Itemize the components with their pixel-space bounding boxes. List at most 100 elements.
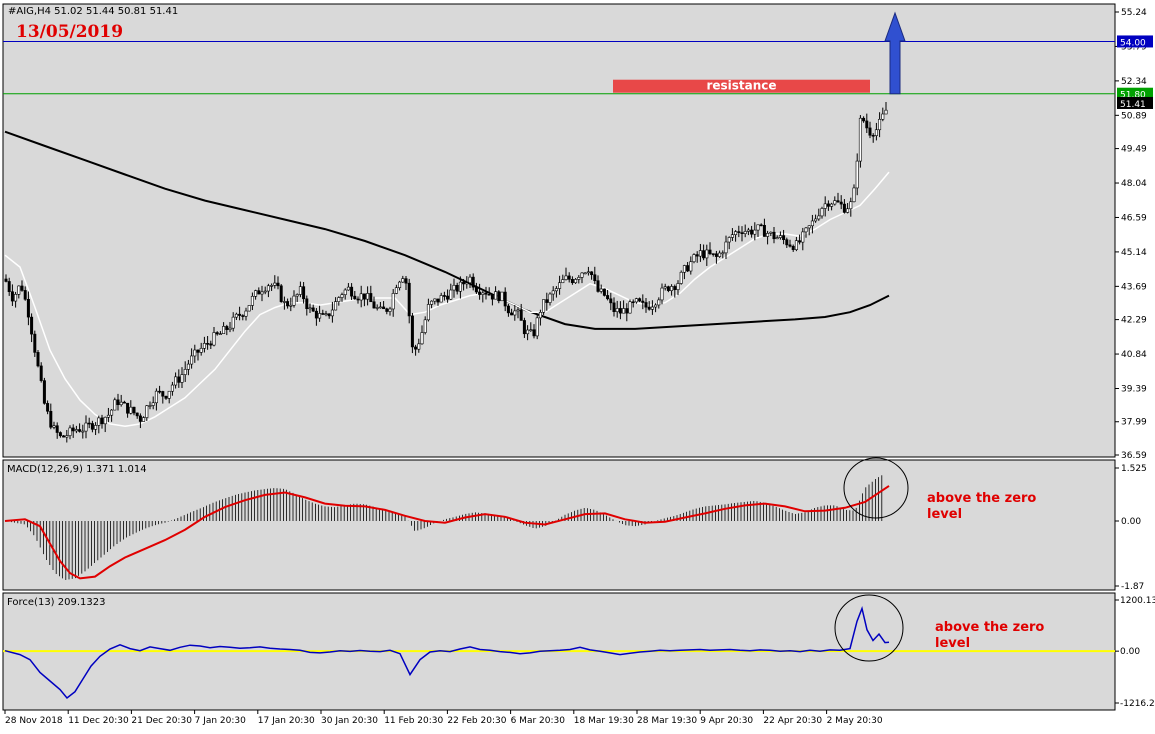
candle-body: [810, 220, 814, 227]
candle-body: [23, 290, 27, 300]
candle-body: [874, 129, 878, 136]
price-tick-label: 50.89: [1121, 111, 1147, 121]
candle-body: [558, 282, 562, 289]
candle-body: [78, 429, 82, 432]
candle-body: [138, 415, 142, 422]
candle-body: [401, 278, 405, 283]
resistance-label: resistance: [706, 79, 776, 93]
candle-body: [404, 278, 408, 284]
candle-body: [7, 281, 11, 293]
candle-body: [769, 231, 773, 234]
candle-body: [129, 406, 133, 414]
candle-body: [676, 283, 680, 290]
candle-body: [602, 288, 606, 296]
candle-body: [465, 282, 469, 285]
candle-body: [638, 298, 642, 302]
candle-body: [798, 240, 802, 243]
candle-body: [353, 295, 357, 300]
candle-body: [375, 307, 379, 309]
candle-body: [81, 430, 85, 433]
candle-body: [343, 289, 347, 295]
candle-body: [161, 391, 165, 397]
candle-body: [321, 313, 325, 315]
candle-body: [778, 235, 782, 238]
candle-body: [868, 127, 872, 136]
candle-body: [164, 395, 168, 399]
candle-body: [97, 417, 101, 426]
candle-body: [4, 278, 8, 282]
candle-body: [692, 254, 696, 263]
candle-body: [337, 297, 341, 302]
time-tick-label: 6 Mar 20:30: [511, 716, 566, 726]
price-tick-label: 37.99: [1121, 418, 1147, 428]
candle-body: [647, 306, 651, 310]
macd-tick-label: 0.00: [1121, 517, 1141, 527]
candle-body: [58, 432, 62, 437]
candle-body: [644, 302, 648, 308]
candle-body: [586, 271, 590, 274]
candle-body: [775, 237, 779, 240]
candle-body: [785, 239, 789, 246]
candle-body: [132, 406, 136, 414]
candle-body: [366, 293, 370, 300]
candle-body: [391, 293, 395, 310]
candle-body: [279, 285, 283, 302]
candle-body: [593, 274, 597, 281]
candle-body: [94, 425, 98, 430]
macd-axis: 1.525 0.00 -1.87: [1115, 464, 1147, 592]
candle-body: [858, 117, 862, 162]
candle-body: [618, 308, 622, 314]
candle-body: [631, 301, 635, 304]
time-tick-label: 9 Apr 20:30: [700, 716, 753, 726]
candle-body: [878, 118, 882, 131]
candle-body: [167, 390, 171, 399]
price-tick-label: 39.39: [1121, 384, 1147, 394]
candle-body: [394, 287, 398, 294]
candle-body: [14, 294, 18, 302]
time-tick-label: 17 Jan 20:30: [258, 716, 315, 726]
candle-body: [599, 288, 603, 292]
candle-body: [26, 299, 30, 318]
candle-body: [180, 374, 184, 383]
slow-moving-average: [4, 130, 890, 330]
price-tick-label: 49.49: [1121, 145, 1147, 155]
candle-body: [362, 293, 366, 300]
time-tick-label: 28 Mar 19:30: [637, 716, 697, 726]
candle-body: [183, 369, 187, 375]
candle-body: [68, 427, 72, 436]
candle-body: [215, 332, 219, 335]
candle-body: [516, 309, 520, 312]
candle-body: [532, 329, 536, 337]
candle-body: [801, 231, 805, 243]
price-label-box: [1117, 87, 1153, 100]
candle-body: [670, 286, 674, 291]
candle-body: [513, 310, 517, 316]
candle-body: [417, 343, 421, 350]
candle-body: [846, 208, 850, 213]
candle-body: [305, 298, 309, 309]
candle-body: [615, 308, 619, 313]
candle-body: [202, 343, 206, 349]
candle-body: [110, 409, 114, 416]
candle-body: [257, 290, 261, 295]
candle-body: [276, 282, 280, 287]
candle-body: [612, 302, 616, 313]
candle-body: [442, 295, 446, 297]
candle-body: [794, 240, 798, 250]
candle-body: [817, 215, 821, 220]
time-tick-label: 22 Apr 20:30: [763, 716, 822, 726]
candle-body: [606, 295, 610, 300]
candle-body: [836, 200, 840, 203]
candle-body: [535, 317, 539, 337]
candle-body: [426, 304, 430, 321]
time-tick-label: 21 Dec 20:30: [131, 716, 192, 726]
candle-body: [36, 352, 40, 367]
price-axis: 55.2453.7952.3450.8949.4948.0446.5945.14…: [1115, 8, 1153, 461]
candle-body: [682, 265, 686, 273]
macd-panel-background: [2, 459, 1116, 591]
candle-body: [823, 203, 827, 209]
candle-body: [791, 245, 795, 250]
candle-body: [526, 329, 530, 335]
resistance-box: [613, 79, 870, 93]
